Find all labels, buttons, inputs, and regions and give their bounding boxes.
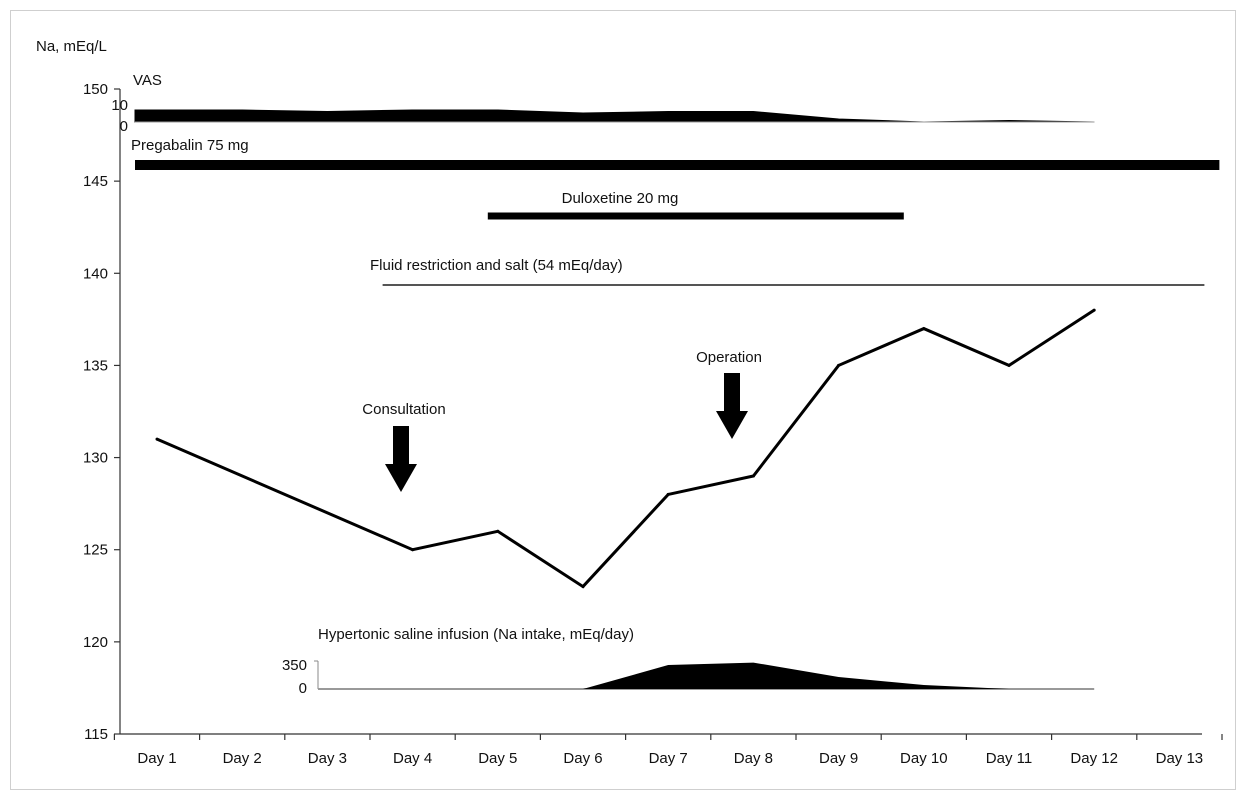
y-tick-label: 150 [83, 81, 108, 98]
sodium-point [411, 548, 415, 552]
x-tick-label: Day 10 [900, 750, 948, 767]
x-tick-label: Day 2 [223, 750, 262, 767]
sodium-point [496, 529, 500, 533]
sodium-point [922, 327, 926, 331]
x-tick-label: Day 4 [393, 750, 432, 767]
sodium-point [1092, 308, 1096, 312]
vas-area [134, 109, 1095, 123]
x-tick-label: Day 9 [819, 750, 858, 767]
x-tick-label: Day 5 [478, 750, 517, 767]
saline-scale-max-label: 350 [282, 657, 307, 674]
consultation-label: Consultation [362, 401, 445, 418]
x-tick-label: Day 11 [986, 750, 1032, 767]
y-tick-label: 115 [84, 726, 108, 743]
y-axis-title: Na, mEq/L [36, 38, 107, 55]
figure-frame [10, 10, 1236, 790]
operation-label: Operation [696, 349, 762, 366]
y-tick-label: 135 [83, 357, 108, 374]
x-tick-label: Day 12 [1070, 750, 1118, 767]
sodium-point [581, 585, 585, 589]
sodium-point [1007, 363, 1011, 367]
saline-scale-min-label: 0 [299, 680, 307, 697]
operation-arrow [716, 373, 748, 439]
x-tick-label: Day 13 [1156, 750, 1204, 767]
x-tick-label: Day 1 [137, 750, 176, 767]
vas-scale-min-label: 0 [120, 118, 128, 135]
annotation-layer: Consultation Operation [362, 349, 762, 492]
y-tick-label: 130 [83, 450, 108, 467]
sodium-point [751, 474, 755, 478]
saline-area [412, 662, 1095, 689]
vas-label: VAS [133, 72, 162, 89]
y-tick-label: 145 [83, 173, 108, 190]
sodium-line [156, 308, 1096, 589]
x-tick-label: Day 7 [649, 750, 688, 767]
pregabalin-label: Pregabalin 75 mg [131, 137, 249, 154]
sodium-series-layer [155, 308, 1096, 589]
x-tick-label: Day 8 [734, 750, 773, 767]
saline-label: Hypertonic saline infusion (Na intake, m… [318, 626, 634, 643]
consultation-arrow [385, 426, 417, 492]
x-tick-label: Day 3 [308, 750, 347, 767]
y-tick-label: 125 [83, 542, 108, 559]
vas-scale-max-label: 10 [111, 97, 128, 114]
sodium-point [837, 363, 841, 367]
sodium-point [666, 492, 670, 496]
axes-layer: 115 120 125 130 135 140 145 150 Na, mEq/L Day 1 Da… [36, 38, 1223, 767]
y-tick-label: 120 [83, 634, 108, 651]
x-tick-label: Day 6 [563, 750, 602, 767]
y-tick-label: 140 [83, 265, 108, 282]
duloxetine-label: Duloxetine 20 mg [562, 190, 679, 207]
fluid-restriction-label: Fluid restriction and salt (54 mEq/day) [370, 257, 623, 274]
sodium-point [155, 437, 159, 441]
